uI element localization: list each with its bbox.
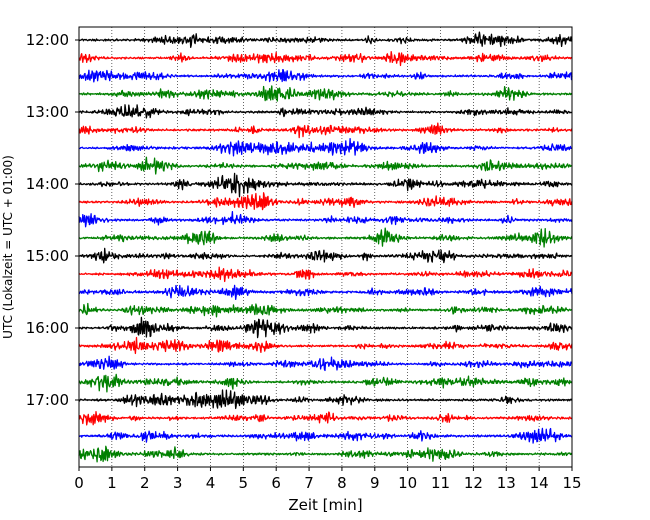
trace-1345 (78, 156, 573, 175)
x-tick-label-15: 15 (562, 474, 581, 492)
traces (78, 31, 573, 463)
x-tick-label-13: 13 (497, 474, 516, 492)
x-axis-label: Zeit [min] (288, 496, 362, 514)
x-tick-label-3: 3 (173, 474, 183, 492)
trace-1245 (78, 85, 573, 102)
trace-1615 (78, 336, 573, 355)
y-tick-label-15:00: 15:00 (26, 247, 69, 265)
x-tick-label-4: 4 (206, 474, 216, 492)
trace-1600 (78, 316, 573, 339)
x-tick-label-14: 14 (530, 474, 549, 492)
grid-lines (111, 27, 540, 467)
trace-1500 (78, 247, 573, 264)
x-tick-label-12: 12 (464, 474, 483, 492)
x-tick-label-2: 2 (140, 474, 150, 492)
x-tick-label-11: 11 (431, 474, 450, 492)
x-tick-label-0: 0 (74, 474, 84, 492)
trace-1315 (78, 122, 573, 139)
trace-1530 (78, 284, 573, 301)
y-axis: 12:00 13:00 14:00 15:00 16:00 17:00 (26, 31, 79, 409)
y-tick-label-17:00: 17:00 (26, 391, 69, 409)
y-axis-label: UTC (Lokalzeit = UTC + 01:00) (1, 155, 15, 339)
x-tick-label-5: 5 (239, 474, 249, 492)
trace-1330 (78, 138, 573, 157)
trace-1645 (78, 373, 573, 393)
trace-1630 (78, 355, 573, 372)
trace-1300 (78, 104, 573, 119)
trace-1545 (78, 302, 573, 318)
trace-1200 (78, 31, 573, 48)
x-tick-label-7: 7 (304, 474, 314, 492)
trace-1700 (78, 389, 573, 410)
y-tick-label-13:00: 13:00 (26, 103, 69, 121)
trace-1215 (78, 51, 573, 67)
trace-1400 (78, 172, 573, 198)
trace-1430 (78, 211, 573, 228)
x-tick-label-10: 10 (398, 474, 417, 492)
plot-frame (78, 26, 573, 468)
trace-1445 (78, 227, 573, 248)
trace-1230 (78, 69, 573, 83)
trace-1745 (78, 445, 573, 463)
x-tick-label-1: 1 (107, 474, 117, 492)
y-tick-label-12:00: 12:00 (26, 31, 69, 49)
x-axis: 0 1 2 3 4 5 6 7 8 9 10 11 12 13 14 15 (74, 467, 582, 492)
x-tick-label-6: 6 (271, 474, 281, 492)
trace-1415 (78, 192, 573, 211)
x-tick-label-8: 8 (337, 474, 347, 492)
trace-1730 (78, 427, 573, 444)
trace-1515 (78, 266, 573, 283)
x-tick-label-9: 9 (370, 474, 380, 492)
y-tick-label-14:00: 14:00 (26, 175, 69, 193)
trace-1715 (78, 411, 573, 426)
y-tick-label-16:00: 16:00 (26, 319, 69, 337)
